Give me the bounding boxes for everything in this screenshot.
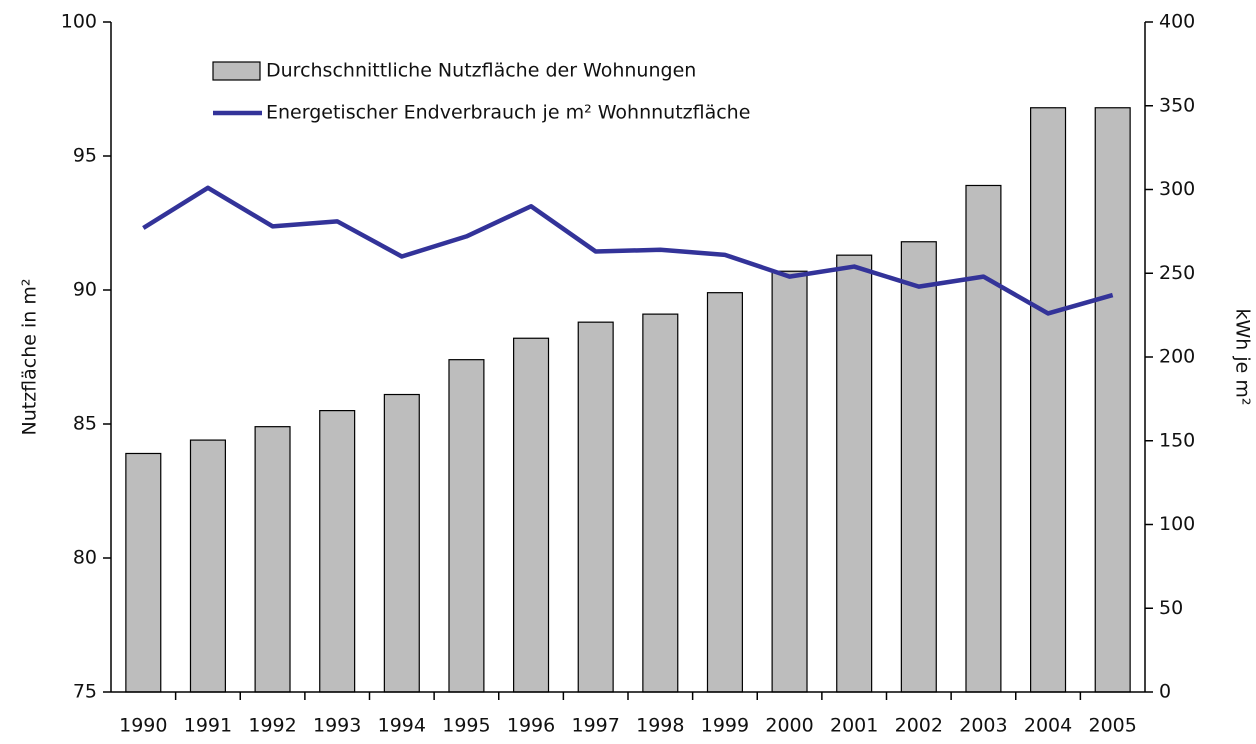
x-tick-label: 2005 [1089, 715, 1137, 737]
bar [383, 393, 420, 693]
y-tick-label: 100 [61, 11, 97, 33]
bar [513, 337, 550, 693]
x-tick-label: 2004 [1024, 715, 1072, 737]
x-tick-label: 1991 [184, 715, 232, 737]
x-tick-label: 1999 [701, 715, 749, 737]
y2-tick-label: 100 [1159, 513, 1195, 535]
bar [254, 426, 291, 693]
x-tick-label: 1996 [507, 715, 555, 737]
bar [771, 270, 808, 693]
y2-tick-label: 400 [1159, 11, 1195, 33]
y2-axis-title: kWh je m² [1232, 308, 1254, 405]
bar [900, 241, 937, 693]
y2-tick-label: 250 [1159, 262, 1195, 284]
bar [1030, 107, 1067, 693]
x-tick-label: 2000 [765, 715, 813, 737]
y2-tick-label: 150 [1159, 429, 1195, 451]
y-tick-label: 95 [73, 145, 97, 167]
bar [125, 452, 162, 693]
y-tick-label: 80 [73, 547, 97, 569]
legend-label: Energetischer Endverbrauch je m² Wohnnut… [266, 102, 750, 124]
bar [577, 321, 614, 693]
bar [189, 439, 226, 693]
line [142, 185, 1114, 316]
legend-swatch [212, 61, 261, 81]
y-tick-label: 85 [73, 413, 97, 435]
y2-tick-label: 50 [1159, 597, 1183, 619]
bar [319, 410, 356, 693]
x-tick-label: 1998 [636, 715, 684, 737]
x-tick-label: 1992 [248, 715, 296, 737]
y2-tick-label: 350 [1159, 94, 1195, 116]
bar [1094, 107, 1131, 693]
bar [642, 313, 679, 693]
legend-label: Durchschnittliche Nutzfläche der Wohnung… [266, 60, 696, 82]
x-tick-label: 2001 [830, 715, 878, 737]
bar [448, 359, 485, 693]
x-tick-label: 1997 [572, 715, 620, 737]
x-tick-label: 1994 [378, 715, 426, 737]
y-tick-label: 90 [73, 279, 97, 301]
y2-tick-label: 0 [1159, 681, 1171, 703]
x-tick-label: 1990 [119, 715, 167, 737]
y2-tick-label: 300 [1159, 178, 1195, 200]
x-tick-label: 2002 [895, 715, 943, 737]
bar [836, 254, 873, 693]
x-tick-label: 1995 [442, 715, 490, 737]
x-tick-label: 2003 [959, 715, 1007, 737]
bar [706, 292, 743, 693]
y2-tick-label: 200 [1159, 346, 1195, 368]
x-tick-label: 1993 [313, 715, 361, 737]
bar [965, 184, 1002, 693]
y-tick-label: 75 [73, 681, 97, 703]
y-axis-title: Nutzfläche in m² [19, 279, 41, 436]
